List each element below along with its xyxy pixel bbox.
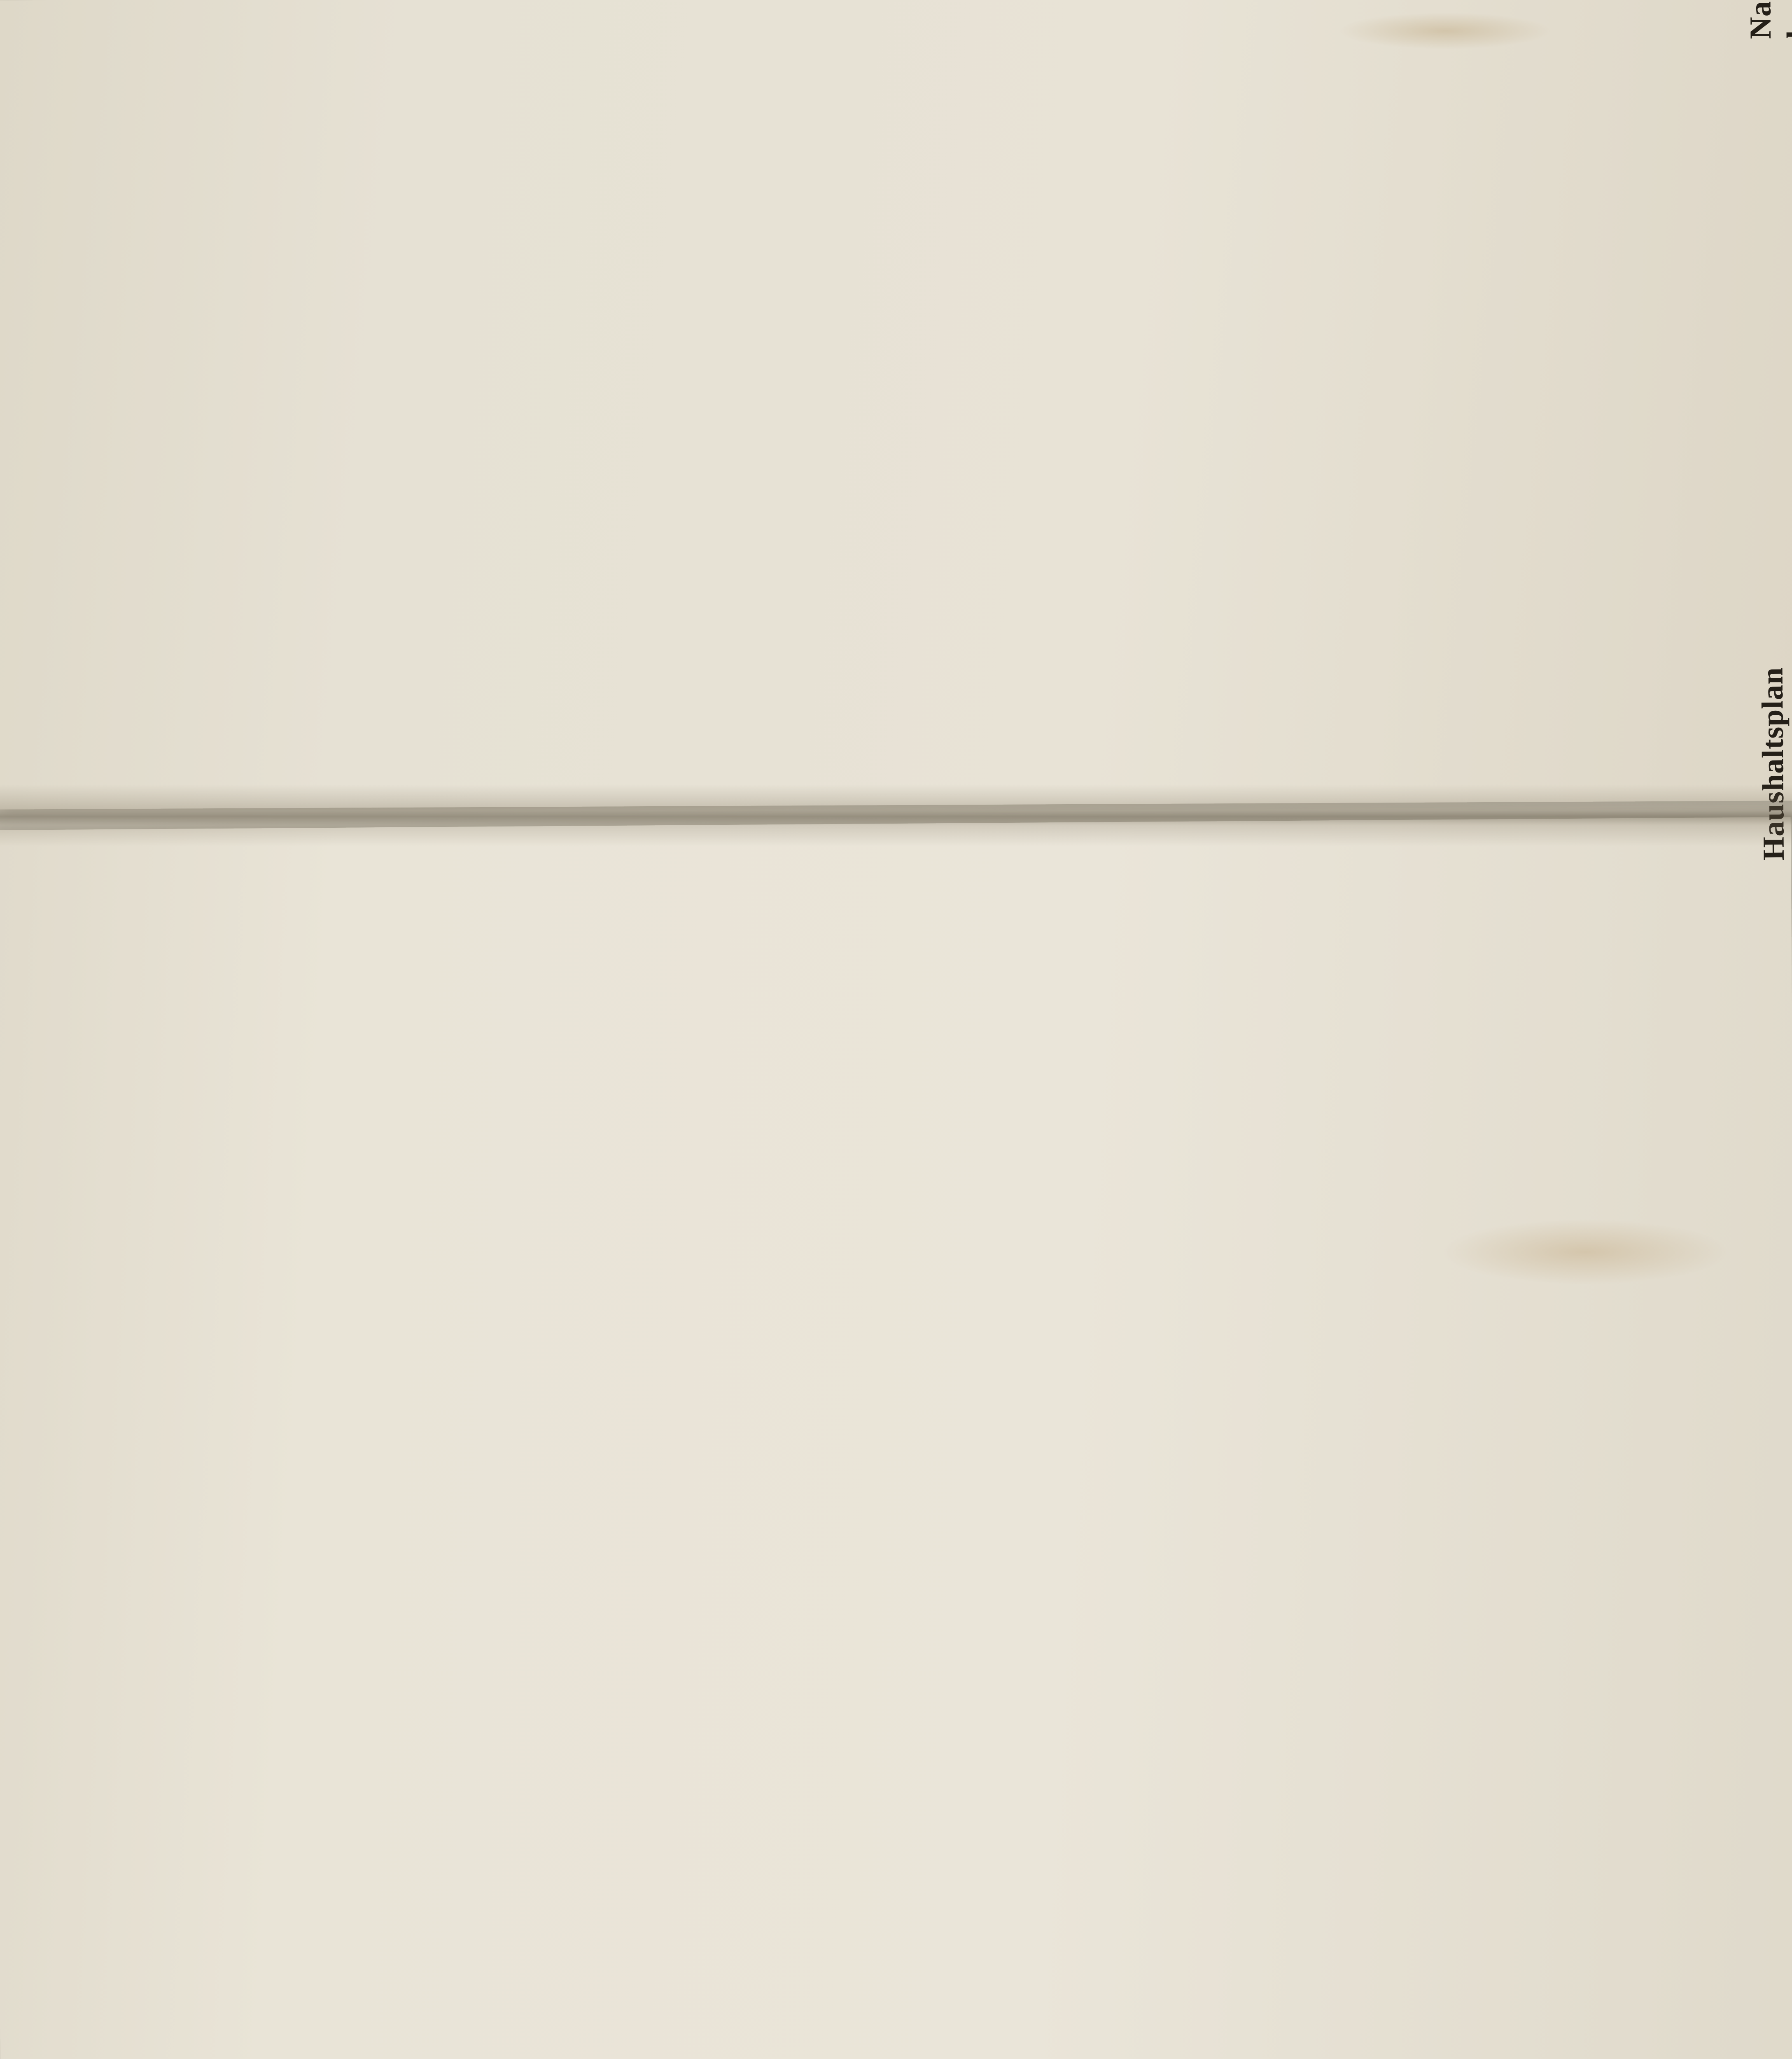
nachtrags-haushaltsplan-sheet [0,0,1792,810]
right-page-title: Haushaltsplan [1755,667,1791,861]
haushaltsplan-sheet [0,817,1792,2059]
